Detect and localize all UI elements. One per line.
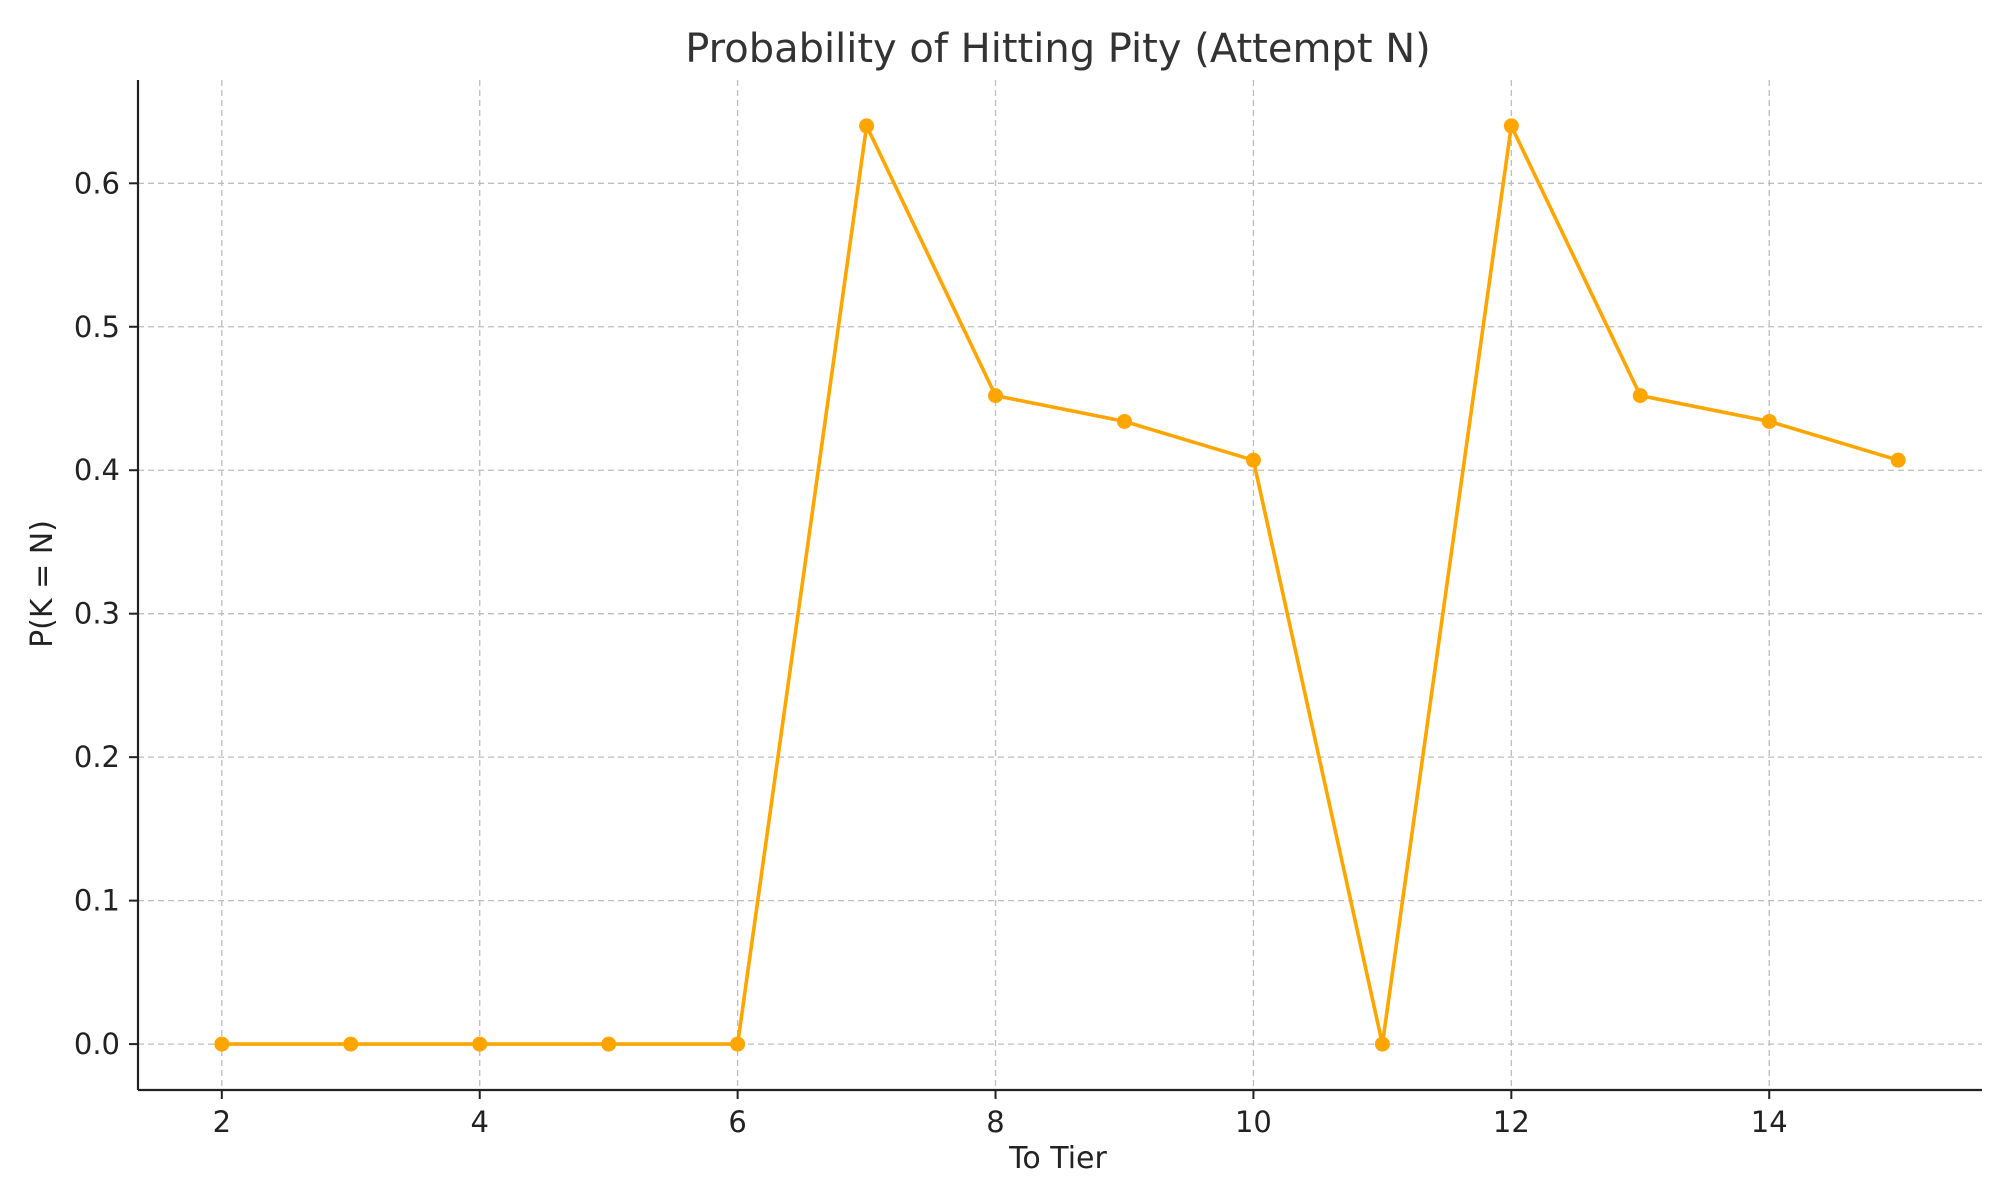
data-point xyxy=(1116,413,1132,429)
grid xyxy=(138,80,1982,1090)
data-point xyxy=(1374,1036,1390,1052)
x-tick-label: 8 xyxy=(986,1105,1004,1139)
ticks: 2 4 6 8 10 12 14 0.0 0.1 0.2 0.3 0.4 0.5 0.6 xyxy=(74,166,1788,1139)
data-point xyxy=(1503,118,1519,134)
axes xyxy=(136,80,1982,1092)
x-tick-label: 12 xyxy=(1493,1105,1530,1139)
x-tick-label: 14 xyxy=(1751,1105,1788,1139)
data-point xyxy=(472,1036,488,1052)
data-point xyxy=(601,1036,617,1052)
data-point xyxy=(988,388,1004,404)
y-tick-label: 0.0 xyxy=(74,1027,120,1061)
y-tick-label: 0.1 xyxy=(74,884,120,918)
x-tick-label: 10 xyxy=(1235,1105,1272,1139)
y-tick-label: 0.4 xyxy=(74,453,120,487)
y-tick-label: 0.6 xyxy=(74,166,120,200)
data-point xyxy=(1632,388,1648,404)
data-point xyxy=(730,1036,746,1052)
y-tick-label: 0.3 xyxy=(74,597,120,631)
data-point xyxy=(214,1036,230,1052)
data-point xyxy=(1761,413,1777,429)
x-axis-label: To Tier xyxy=(1008,1141,1107,1176)
x-tick-label: 2 xyxy=(213,1105,231,1139)
x-tick-label: 4 xyxy=(470,1105,488,1139)
y-tick-label: 0.5 xyxy=(74,310,120,344)
chart-title: Probability of Hitting Pity (Attempt N) xyxy=(685,26,1431,72)
series-layer xyxy=(214,118,1906,1052)
data-point xyxy=(1890,452,1906,468)
y-axis-label: P(K = N) xyxy=(25,520,60,648)
series-line xyxy=(221,124,1899,1046)
x-tick-label: 6 xyxy=(728,1105,746,1139)
data-point xyxy=(1245,452,1261,468)
data-point xyxy=(343,1036,359,1052)
y-tick-label: 0.2 xyxy=(74,740,120,774)
data-point xyxy=(859,118,875,134)
